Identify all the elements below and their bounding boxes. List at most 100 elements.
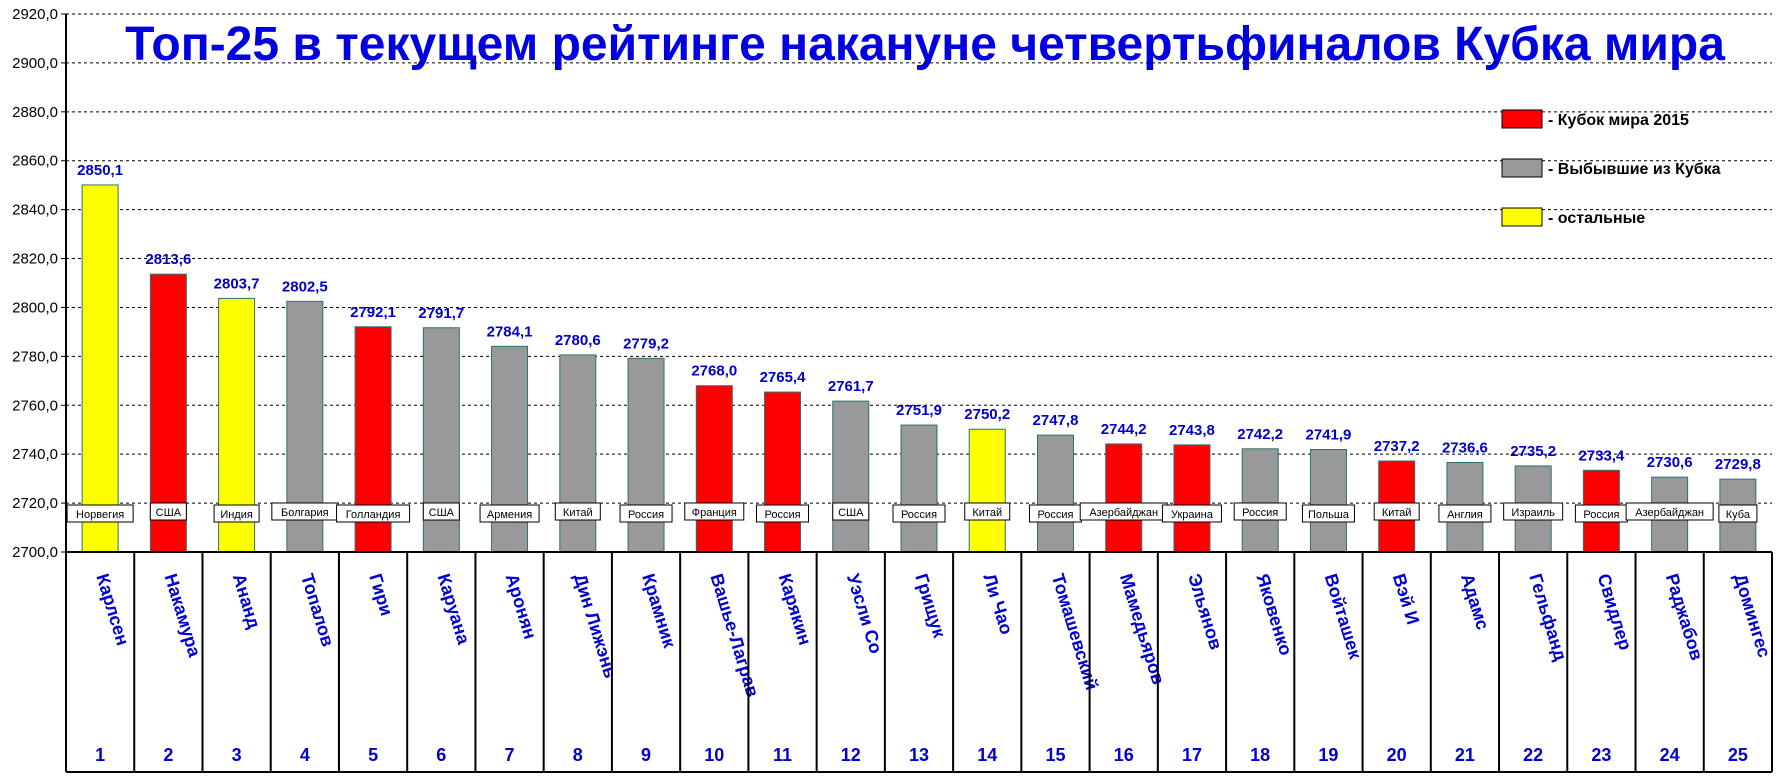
value-label: 2736,6 (1442, 439, 1488, 456)
country-label: Китай (972, 507, 1002, 519)
value-label: 2802,5 (282, 278, 328, 295)
player-name: Топалов (297, 571, 338, 649)
value-label: 2735,2 (1510, 443, 1556, 460)
country-label: Россия (1037, 509, 1073, 521)
player-name: Накамура (161, 571, 206, 660)
rank-number: 23 (1591, 745, 1611, 765)
player-name: Каруана (433, 571, 474, 647)
country-box (1438, 504, 1492, 523)
y-tick-label: 2900,0 (12, 55, 58, 72)
country-box (336, 504, 411, 523)
country-label: Польша (1308, 509, 1350, 521)
bar (968, 428, 1006, 553)
y-tick-label: 2720,0 (12, 495, 58, 512)
rank-number: 5 (368, 745, 378, 765)
y-tick-label: 2920,0 (12, 6, 58, 23)
value-label: 2751,9 (896, 402, 942, 419)
value-label: 2741,9 (1305, 427, 1351, 444)
country-box (1503, 502, 1564, 521)
lower-table: Карлсен 1 Накамура 2 Ананд 3 Топалов 4 Гири 5 Кару… (65, 552, 1774, 772)
rank-number: 10 (704, 745, 724, 765)
country-box (1718, 504, 1758, 523)
bar (832, 400, 870, 553)
player-name: Раджабов (1662, 571, 1707, 662)
rank-number: 24 (1660, 745, 1680, 765)
player-name: Дин Лижэнь (570, 571, 621, 680)
country-box (1373, 502, 1420, 521)
country-box (149, 502, 187, 521)
country-box (756, 504, 810, 523)
bar (1173, 444, 1211, 553)
country-box (554, 502, 601, 521)
bar (1241, 448, 1279, 553)
y-tick-label: 2780,0 (12, 348, 58, 365)
country-label: Норвегия (76, 509, 124, 521)
legend-label: - Кубок мира 2015 (1548, 112, 1689, 129)
player-name: Ананд (229, 571, 265, 631)
y-tick-label: 2820,0 (12, 251, 58, 268)
value-label: 2730,6 (1647, 454, 1693, 471)
player-name: Ли Чао (979, 571, 1016, 636)
country-label: Украина (1171, 509, 1214, 521)
bar (1105, 443, 1143, 553)
country-label: Голландия (346, 509, 401, 521)
rank-number: 7 (505, 745, 515, 765)
value-label: 2737,2 (1374, 438, 1420, 455)
rank-number: 16 (1114, 745, 1134, 765)
country-label: Китай (563, 507, 593, 519)
value-label: 2780,6 (555, 332, 601, 349)
rank-number: 1 (95, 745, 105, 765)
bar (1309, 449, 1347, 553)
bars (81, 184, 1757, 553)
player-name: Вэй И (1389, 571, 1423, 627)
value-label: 2850,1 (77, 162, 123, 179)
rank-number: 17 (1182, 745, 1202, 765)
country-box (1625, 502, 1714, 521)
bar (559, 354, 597, 553)
rank-number: 2 (163, 745, 173, 765)
rank-number: 12 (841, 745, 861, 765)
y-tick-label: 2800,0 (12, 299, 58, 316)
bar (695, 385, 733, 553)
country-box (1161, 504, 1222, 523)
rank-number: 14 (977, 745, 997, 765)
country-label: Армения (487, 509, 532, 521)
legend: - Кубок мира 2015 - Выбывшие из Кубка - ос… (1501, 109, 1721, 227)
country-label: Англия (1447, 509, 1483, 521)
value-labels: 2850,1 2813,6 2803,7 2802,5 2792,1 2791,7 2784… (77, 162, 1761, 473)
bar (1036, 434, 1074, 553)
country-box (892, 504, 946, 523)
rank-number: 9 (641, 745, 651, 765)
country-label: Куба (1726, 509, 1751, 521)
country-box (1233, 502, 1287, 521)
value-label: 2742,2 (1237, 426, 1283, 443)
rank-number: 22 (1523, 745, 1543, 765)
axes (65, 14, 1772, 773)
country-label: Франция (692, 507, 737, 519)
player-name: Свидлер (1594, 571, 1636, 652)
rank-number: 18 (1250, 745, 1270, 765)
country-label: Болгария (281, 507, 329, 519)
value-label: 2784,1 (487, 323, 533, 340)
player-name: Томашевский (1048, 571, 1102, 692)
country-labels: Норвегия США Индия Болгария Голландия США Арме… (66, 502, 1758, 523)
country-label: Россия (1242, 507, 1278, 519)
legend-label: - остальные (1548, 210, 1645, 227)
value-label: 2747,8 (1033, 412, 1079, 429)
player-name: Уэсли Со (843, 571, 886, 656)
country-box (964, 502, 1011, 521)
player-name: Адамс (1457, 571, 1493, 632)
country-label: Азербайджан (1635, 507, 1704, 519)
player-name: Вашье-Лаграв (706, 571, 762, 699)
country-box (479, 504, 540, 523)
value-label: 2744,2 (1101, 421, 1147, 438)
country-label: Россия (764, 509, 800, 521)
rank-number: 21 (1455, 745, 1475, 765)
rank-number: 4 (300, 745, 310, 765)
y-tick-label: 2860,0 (12, 153, 58, 170)
country-box (619, 504, 673, 523)
country-label: США (838, 507, 864, 519)
rank-number: 8 (573, 745, 583, 765)
player-name: Гельфанд (1525, 571, 1571, 663)
legend-swatch (1501, 158, 1543, 178)
